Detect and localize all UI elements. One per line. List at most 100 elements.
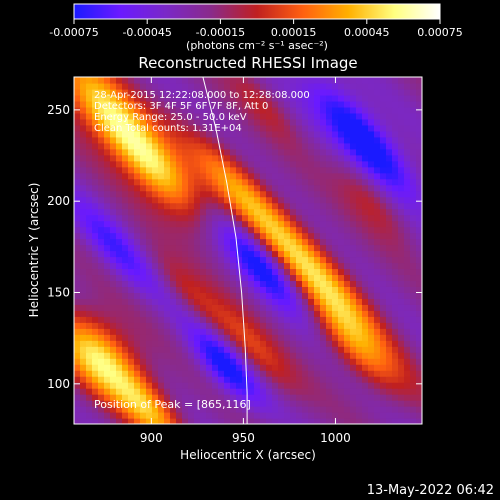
heatmap-cell bbox=[170, 184, 177, 192]
heatmap-cell bbox=[296, 340, 303, 347]
heatmap-cell bbox=[98, 394, 105, 401]
heatmap-cell bbox=[122, 88, 129, 96]
heatmap-cell bbox=[122, 262, 129, 270]
heatmap-cell bbox=[110, 94, 117, 102]
heatmap-cell bbox=[194, 88, 201, 96]
heatmap-cell bbox=[176, 406, 183, 413]
heatmap-cell bbox=[368, 268, 375, 276]
heatmap-cell bbox=[98, 274, 105, 282]
heatmap-cell bbox=[374, 412, 381, 419]
heatmap-cell bbox=[128, 280, 135, 287]
heatmap-cell bbox=[368, 238, 375, 246]
heatmap-cell bbox=[272, 112, 279, 120]
heatmap-cell bbox=[332, 208, 339, 216]
heatmap-cell bbox=[308, 400, 315, 407]
heatmap-cell bbox=[416, 328, 422, 335]
heatmap-cell bbox=[266, 166, 273, 174]
heatmap-cell bbox=[122, 154, 129, 162]
heatmap-cell bbox=[122, 322, 129, 329]
heatmap-cell bbox=[212, 172, 219, 180]
heatmap-cell bbox=[368, 202, 375, 210]
heatmap-cell bbox=[314, 208, 321, 216]
heatmap-cell bbox=[236, 340, 243, 347]
heatmap-cell bbox=[122, 394, 129, 401]
heatmap-cell bbox=[410, 304, 417, 311]
heatmap-cell bbox=[212, 148, 219, 156]
heatmap-cell bbox=[410, 178, 417, 186]
heatmap-cell bbox=[176, 340, 183, 347]
heatmap-cell bbox=[230, 124, 237, 132]
heatmap-cell bbox=[338, 208, 345, 216]
heatmap-cell bbox=[92, 208, 99, 216]
heatmap-cell bbox=[230, 268, 237, 276]
heatmap-cell bbox=[152, 220, 159, 228]
heatmap-cell bbox=[404, 82, 411, 90]
heatmap-cell bbox=[290, 316, 297, 323]
colorbar bbox=[73, 3, 441, 20]
heatmap-cell bbox=[146, 358, 153, 365]
heatmap-cell bbox=[332, 190, 339, 198]
heatmap-cell bbox=[296, 82, 303, 90]
heatmap-cell bbox=[392, 352, 399, 359]
heatmap-cell bbox=[164, 232, 171, 240]
heatmap-cell bbox=[230, 208, 237, 216]
heatmap-cell bbox=[182, 148, 189, 156]
heatmap-cell bbox=[290, 262, 297, 270]
heatmap-cell bbox=[326, 190, 333, 198]
heatmap-cell bbox=[314, 214, 321, 222]
heatmap-cell bbox=[260, 388, 267, 395]
heatmap-cell bbox=[140, 382, 147, 389]
heatmap-cell bbox=[260, 88, 267, 96]
heatmap-cell bbox=[152, 328, 159, 335]
heatmap-cell bbox=[404, 352, 411, 359]
heatmap-cell bbox=[206, 190, 213, 198]
heatmap-cell bbox=[362, 370, 369, 377]
heatmap-cell bbox=[260, 400, 267, 407]
heatmap-cell bbox=[404, 244, 411, 252]
heatmap-cell bbox=[200, 238, 207, 246]
heatmap-cell bbox=[350, 286, 357, 293]
heatmap-cell bbox=[416, 292, 422, 299]
heatmap-cell bbox=[386, 340, 393, 347]
heatmap-cell bbox=[350, 136, 357, 144]
heatmap-cell bbox=[242, 250, 249, 258]
heatmap-cell bbox=[188, 370, 195, 377]
heatmap-cell bbox=[302, 394, 309, 401]
heatmap-cell bbox=[110, 178, 117, 186]
heatmap-cell bbox=[152, 262, 159, 270]
heatmap-cell bbox=[404, 136, 411, 144]
heatmap-cell bbox=[146, 316, 153, 323]
heatmap-cell bbox=[368, 292, 375, 299]
heatmap-cell bbox=[296, 226, 303, 234]
heatmap-cell bbox=[344, 412, 351, 419]
heatmap-cell bbox=[272, 280, 279, 287]
heatmap-cell bbox=[80, 394, 87, 401]
heatmap-cell bbox=[212, 334, 219, 341]
heatmap-cell bbox=[104, 100, 111, 108]
heatmap-cell bbox=[284, 88, 291, 96]
heatmap-cell bbox=[80, 82, 87, 90]
heatmap-cell bbox=[326, 328, 333, 335]
heatmap-cell bbox=[146, 412, 153, 419]
heatmap-cell bbox=[326, 418, 333, 424]
heatmap-cell bbox=[380, 328, 387, 335]
heatmap-cell bbox=[326, 340, 333, 347]
heatmap-cell bbox=[398, 142, 405, 150]
heatmap-cell bbox=[134, 340, 141, 347]
heatmap-cell bbox=[200, 202, 207, 210]
heatmap-cell bbox=[194, 244, 201, 252]
heatmap-cell bbox=[200, 322, 207, 329]
heatmap-cell bbox=[416, 154, 422, 162]
heatmap-cell bbox=[134, 172, 141, 180]
heatmap-cell bbox=[362, 358, 369, 365]
heatmap-cell bbox=[200, 304, 207, 311]
heatmap-cell bbox=[350, 418, 357, 424]
heatmap-cell bbox=[218, 208, 225, 216]
heatmap-cell bbox=[410, 274, 417, 282]
heatmap-cell bbox=[236, 412, 243, 419]
heatmap-cell bbox=[200, 220, 207, 228]
heatmap-cell bbox=[98, 220, 105, 228]
heatmap-cell bbox=[254, 256, 261, 264]
heatmap-cell bbox=[320, 184, 327, 192]
heatmap-cell bbox=[146, 88, 153, 96]
